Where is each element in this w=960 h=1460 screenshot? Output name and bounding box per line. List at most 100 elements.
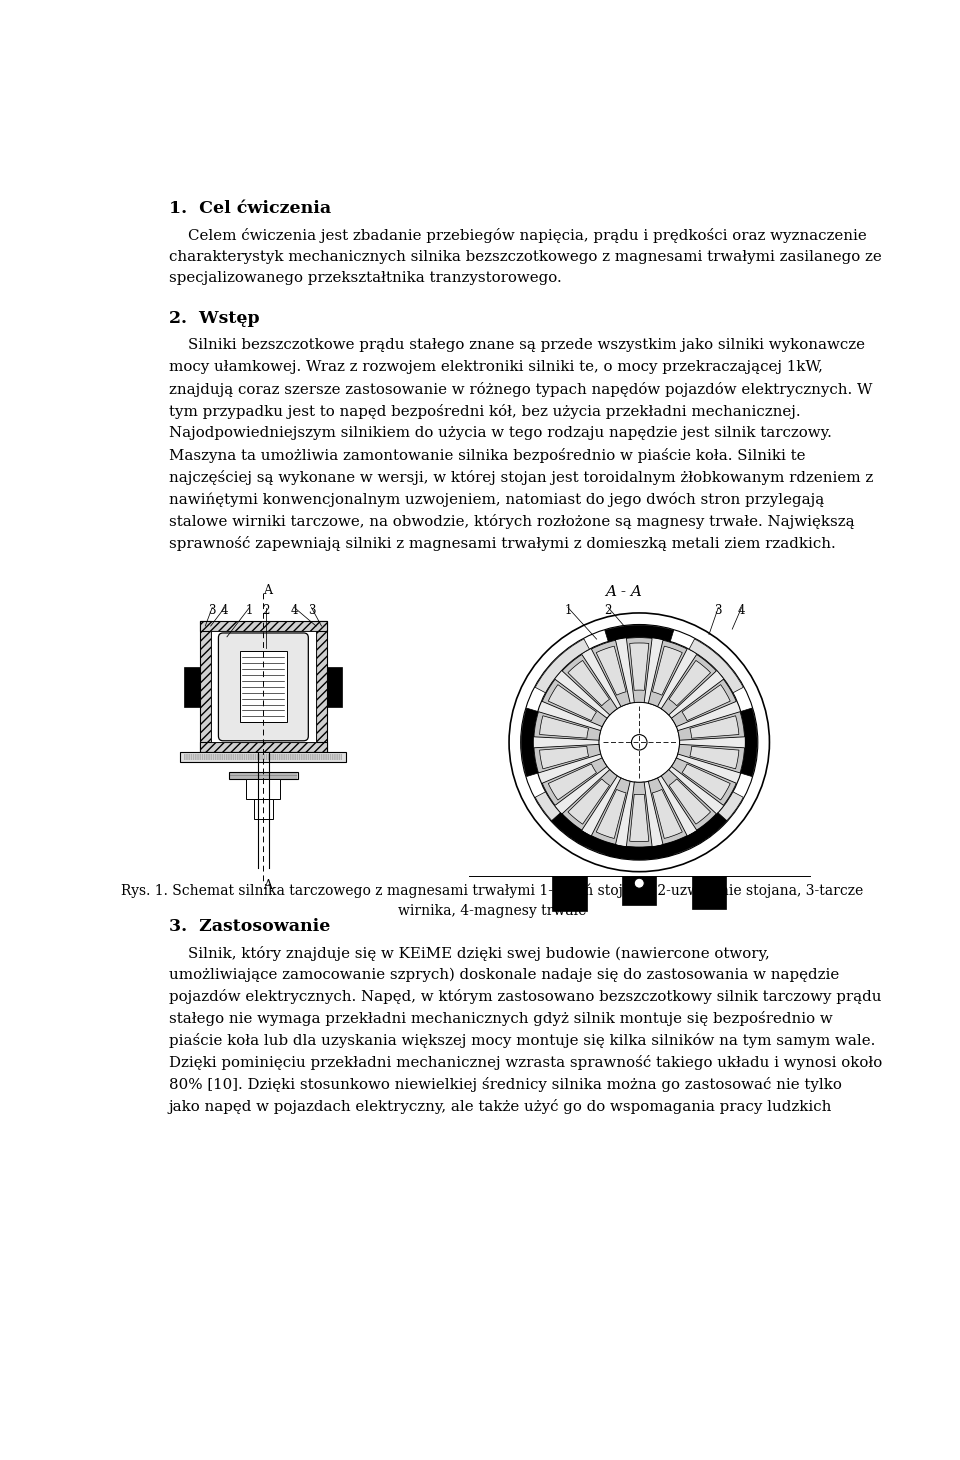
Text: charakterystyk mechanicznych silnika bezszczotkowego z magnesami trwałymi zasila: charakterystyk mechanicznych silnika bez… <box>169 250 881 263</box>
Text: 3: 3 <box>307 604 315 618</box>
Wedge shape <box>542 679 607 727</box>
Text: najczęściej są wykonane w wersji, w której stojan jest toroidalnym żłobkowanym r: najczęściej są wykonane w wersji, w któr… <box>169 470 873 485</box>
Wedge shape <box>596 790 626 838</box>
Wedge shape <box>689 639 743 694</box>
Wedge shape <box>671 679 736 727</box>
Wedge shape <box>540 715 588 739</box>
Bar <box>210 631 316 742</box>
Bar <box>247 780 280 799</box>
Wedge shape <box>536 791 589 845</box>
Bar <box>552 876 587 911</box>
Text: pojazdów elektrycznych. Napęd, w którym zastosowano bezszczotkowy silnik tarczow: pojazdów elektrycznych. Napęd, w którym … <box>169 990 881 1004</box>
Wedge shape <box>552 813 617 857</box>
Text: 3: 3 <box>714 604 722 618</box>
Text: Dzięki pominięciu przekładni mechanicznej wzrasta sprawność takiego układu i wyn: Dzięki pominięciu przekładni mechaniczne… <box>169 1056 882 1070</box>
Bar <box>254 799 273 819</box>
Text: sprawność zapewniają silniki z magnesami trwałymi z domieszką metali ziem rzadki: sprawność zapewniają silniki z magnesami… <box>169 536 835 550</box>
Text: nawińętymi konwencjonalnym uzwojeniem, natomiast do jego dwóch stron przylegają: nawińętymi konwencjonalnym uzwojeniem, n… <box>169 492 824 507</box>
Text: stalowe wirniki tarczowe, na obwodzie, których rozłożone są magnesy trwałe. Najw: stalowe wirniki tarczowe, na obwodzie, k… <box>169 514 854 529</box>
Wedge shape <box>548 685 596 721</box>
Wedge shape <box>678 745 745 772</box>
Wedge shape <box>653 790 683 838</box>
Text: wirnika, 4-magnesy trwałe: wirnika, 4-magnesy trwałe <box>397 904 587 918</box>
Text: znajdują coraz szersze zastosowanie w różnego typach napędów pojazdów elektryczn: znajdują coraz szersze zastosowanie w ró… <box>169 383 873 397</box>
Text: Rys. 1. Schemat silnika tarczowego z magnesami trwałymi 1-rdzeń stojana, 2-uzwoj: Rys. 1. Schemat silnika tarczowego z mag… <box>121 883 863 898</box>
Bar <box>180 752 347 762</box>
Wedge shape <box>534 745 601 772</box>
Circle shape <box>599 702 680 783</box>
Text: piaście koła lub dla uzyskania większej mocy montuje się kilka silników na tym s: piaście koła lub dla uzyskania większej … <box>169 1034 876 1048</box>
Text: umożliwiające zamocowanie szprych) doskonale nadaje się do zastosowania w napędz: umożliwiające zamocowanie szprych) dosko… <box>169 968 839 983</box>
Circle shape <box>520 625 757 860</box>
Bar <box>200 742 327 752</box>
Bar <box>692 876 726 910</box>
Wedge shape <box>682 685 731 721</box>
Wedge shape <box>630 642 649 691</box>
Text: A: A <box>264 879 273 892</box>
Circle shape <box>632 734 647 750</box>
Bar <box>240 651 287 723</box>
Text: stałego nie wymaga przekładni mechanicznych gdyż silnik montuje się bezpośrednio: stałego nie wymaga przekładni mechaniczn… <box>169 1012 832 1026</box>
Wedge shape <box>741 708 757 777</box>
Wedge shape <box>605 625 674 641</box>
Text: 2.  Wstęp: 2. Wstęp <box>169 311 259 327</box>
Wedge shape <box>690 715 739 739</box>
Wedge shape <box>627 638 652 702</box>
Text: Silniki bezszczotkowe prądu stałego znane są przede wszystkim jako silniki wykon: Silniki bezszczotkowe prądu stałego znan… <box>169 339 865 352</box>
Text: Najodpowiedniejszym silnikiem do użycia w tego rodzaju napędzie jest silnik tarc: Najodpowiedniejszym silnikiem do użycia … <box>169 426 831 439</box>
Circle shape <box>509 613 770 872</box>
Wedge shape <box>568 778 610 823</box>
Wedge shape <box>648 778 687 844</box>
Text: Silnik, który znajduje się w KEiME dzięki swej budowie (nawiercone otwory,: Silnik, który znajduje się w KEiME dzięk… <box>169 946 770 961</box>
Wedge shape <box>630 794 649 841</box>
Text: 2: 2 <box>262 604 270 618</box>
Text: 2: 2 <box>605 604 612 618</box>
Wedge shape <box>591 641 630 707</box>
Text: 4: 4 <box>221 604 228 618</box>
Bar <box>622 876 657 905</box>
Wedge shape <box>671 758 736 806</box>
Wedge shape <box>605 844 674 860</box>
Wedge shape <box>563 769 617 831</box>
Circle shape <box>533 637 745 848</box>
Wedge shape <box>536 639 589 694</box>
Wedge shape <box>591 778 630 844</box>
Wedge shape <box>653 647 683 695</box>
Wedge shape <box>669 778 710 823</box>
Bar <box>184 667 200 707</box>
Wedge shape <box>682 764 731 800</box>
Wedge shape <box>627 783 652 847</box>
Wedge shape <box>534 711 601 740</box>
Wedge shape <box>669 660 710 705</box>
Circle shape <box>635 879 644 888</box>
Wedge shape <box>596 647 626 695</box>
Wedge shape <box>521 708 538 777</box>
Text: tym przypadku jest to napęd bezpośredni kół, bez użycia przekładni mechanicznej.: tym przypadku jest to napęd bezpośredni … <box>169 404 801 419</box>
Wedge shape <box>678 711 745 740</box>
Wedge shape <box>542 758 607 806</box>
Wedge shape <box>690 746 739 769</box>
Bar <box>200 622 327 631</box>
Wedge shape <box>689 791 743 845</box>
Bar <box>228 771 299 780</box>
Wedge shape <box>548 764 596 800</box>
Wedge shape <box>540 746 588 769</box>
Wedge shape <box>568 660 610 705</box>
Text: 1: 1 <box>246 604 253 618</box>
Text: jako napęd w pojazdach elektryczny, ale także użyć go do wspomagania pracy ludzk: jako napęd w pojazdach elektryczny, ale … <box>169 1099 832 1114</box>
Text: A - A: A - A <box>606 585 642 599</box>
Text: 1.  Cel ćwiczenia: 1. Cel ćwiczenia <box>169 200 331 218</box>
Wedge shape <box>563 654 617 715</box>
Text: 3: 3 <box>208 604 216 618</box>
Text: A: A <box>264 584 273 597</box>
Wedge shape <box>661 654 716 715</box>
Text: 1: 1 <box>564 604 571 618</box>
Bar <box>316 622 327 752</box>
Bar <box>200 622 210 752</box>
Text: Maszyna ta umożliwia zamontowanie silnika bezpośrednio w piaście koła. Silniki t: Maszyna ta umożliwia zamontowanie silnik… <box>169 448 805 463</box>
Bar <box>327 667 343 707</box>
Text: 3.  Zastosowanie: 3. Zastosowanie <box>169 918 330 934</box>
Text: Celem ćwiczenia jest zbadanie przebiegów napięcia, prądu i prędkości oraz wyznac: Celem ćwiczenia jest zbadanie przebiegów… <box>169 228 867 242</box>
Text: specjalizowanego przekształtnika tranzystorowego.: specjalizowanego przekształtnika tranzys… <box>169 272 562 286</box>
FancyBboxPatch shape <box>219 634 308 740</box>
